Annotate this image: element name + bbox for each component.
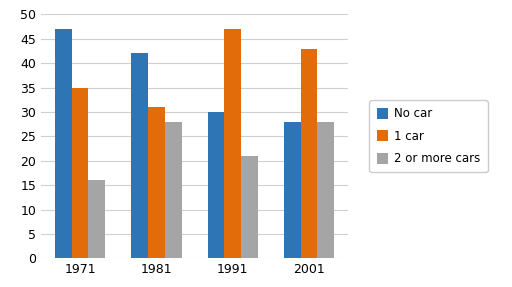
Bar xyxy=(224,29,241,258)
Bar xyxy=(89,180,105,258)
Bar xyxy=(241,156,258,258)
Bar xyxy=(284,122,301,258)
Bar xyxy=(55,29,72,258)
Bar xyxy=(207,112,224,258)
Bar xyxy=(72,88,89,258)
Bar xyxy=(131,53,148,258)
Bar xyxy=(301,49,317,258)
Bar xyxy=(165,122,182,258)
Bar xyxy=(148,107,165,258)
Legend: No car, 1 car, 2 or more cars: No car, 1 car, 2 or more cars xyxy=(370,100,487,172)
Bar xyxy=(317,122,334,258)
